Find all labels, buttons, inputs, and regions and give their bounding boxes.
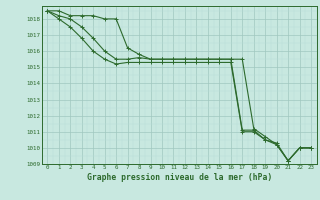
- X-axis label: Graphe pression niveau de la mer (hPa): Graphe pression niveau de la mer (hPa): [87, 173, 272, 182]
